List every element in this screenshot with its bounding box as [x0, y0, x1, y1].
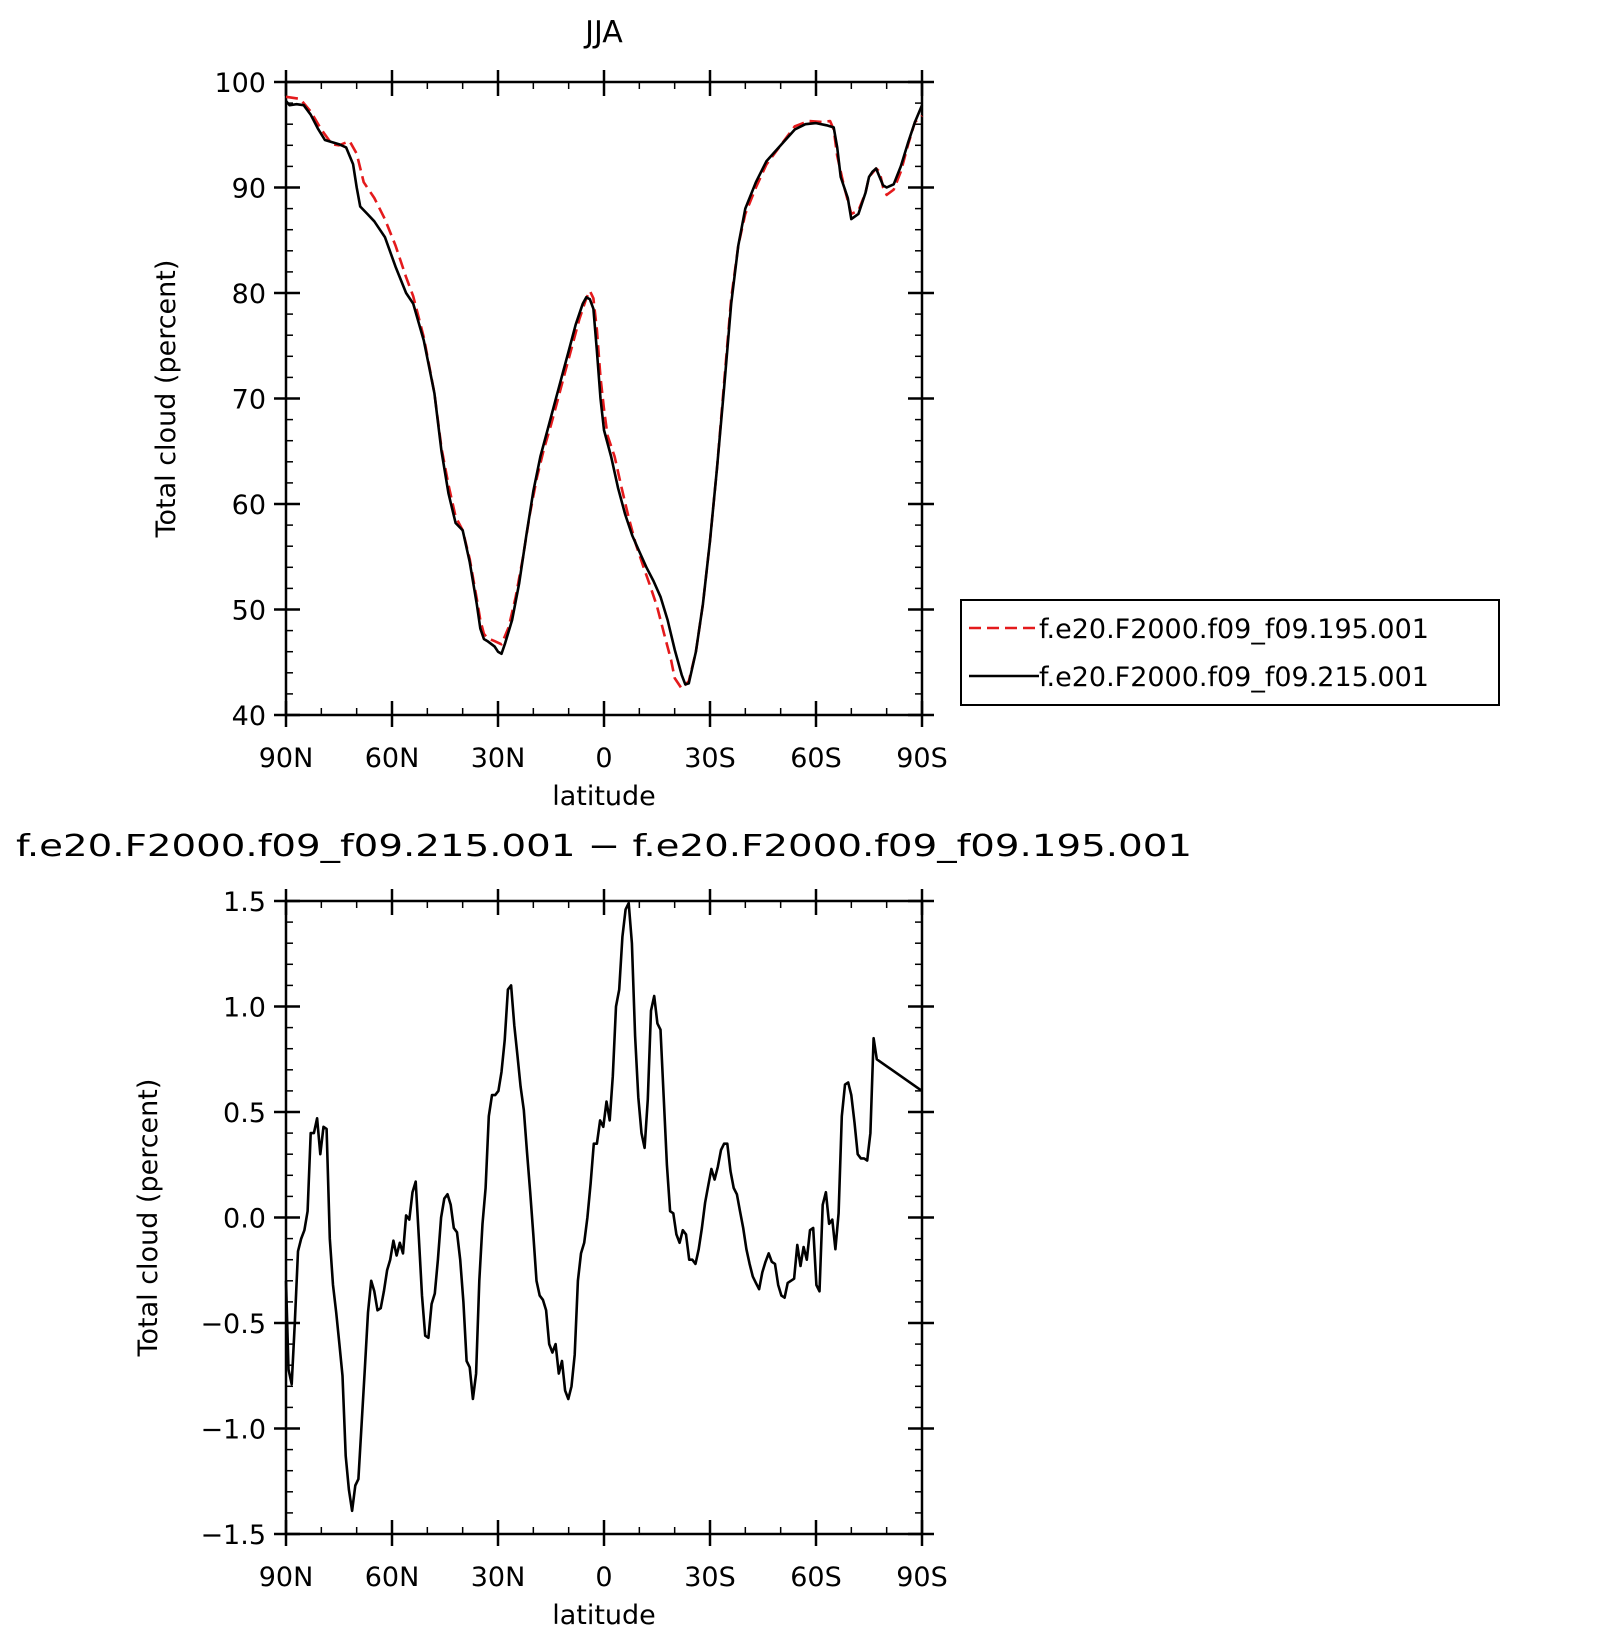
legend-label: f.e20.F2000.f09_f09.215.001 [1039, 662, 1429, 693]
x-tick-label: 30N [471, 743, 526, 774]
y-tick-label: −1.0 [200, 1415, 266, 1446]
y-tick-label: 80 [232, 279, 266, 310]
x-axis-label: latitude [552, 781, 656, 812]
series-line-1 [285, 100, 924, 686]
x-tick-label: 90S [896, 743, 948, 774]
series-line-0 [285, 95, 923, 690]
x-tick-label: 0 [595, 743, 612, 774]
x-tick-label: 60S [790, 1562, 842, 1593]
x-tick-label: 30S [684, 743, 736, 774]
y-tick-label: 0.5 [223, 1098, 266, 1129]
x-tick-label: 60N [365, 743, 420, 774]
chart-title: JJA [583, 15, 623, 50]
series-line-0 [284, 901, 923, 1513]
plot-frame [284, 899, 924, 1536]
y-tick-label: 50 [232, 596, 266, 627]
bottom-panel: 90N 60N 30N 0 30S 60S 90S 1.5 1.0 0.5 0.0 −0.5 −1.0 −… [16, 829, 1192, 1631]
y-axis-label: Total cloud (percent) [151, 260, 182, 539]
y-tick-label: 70 [232, 385, 266, 416]
y-tick-label: 40 [232, 701, 266, 732]
x-tick-label: 30S [684, 1562, 736, 1593]
y-tick-label: −1.5 [200, 1520, 266, 1551]
x-axis-label: latitude [552, 1600, 656, 1631]
legend-label: f.e20.F2000.f09_f09.195.001 [1039, 614, 1429, 645]
x-tick-label: 30N [471, 1562, 526, 1593]
plot-frame [284, 80, 924, 717]
y-tick-label: 0.0 [223, 1204, 266, 1235]
x-tick-label: 60S [790, 743, 842, 774]
legend: f.e20.F2000.f09_f09.195.001 f.e20.F2000.f… [960, 599, 1500, 706]
x-tick-label: 60N [365, 1562, 420, 1593]
y-tick-label: 90 [232, 174, 266, 205]
y-tick-label: 100 [214, 68, 266, 99]
top-panel: 90N 60N 30N 0 30S 60S 90S 100 90 80 70 60 50 40 JJA lat… [151, 15, 948, 812]
y-axis-label: Total cloud (percent) [133, 1079, 164, 1358]
y-tick-label: 1.5 [223, 887, 266, 918]
y-tick-label: 1.0 [223, 993, 266, 1024]
x-tick-label: 90S [896, 1562, 948, 1593]
x-tick-label: 90N [259, 743, 314, 774]
x-tick-label: 0 [595, 1562, 612, 1593]
y-tick-label: −0.5 [200, 1309, 266, 1340]
chart-title: f.e20.F2000.f09_f09.215.001 − f.e20.F200… [16, 829, 1192, 864]
y-tick-label: 60 [232, 490, 266, 521]
legend-box [960, 599, 1500, 706]
x-tick-label: 90N [259, 1562, 314, 1593]
